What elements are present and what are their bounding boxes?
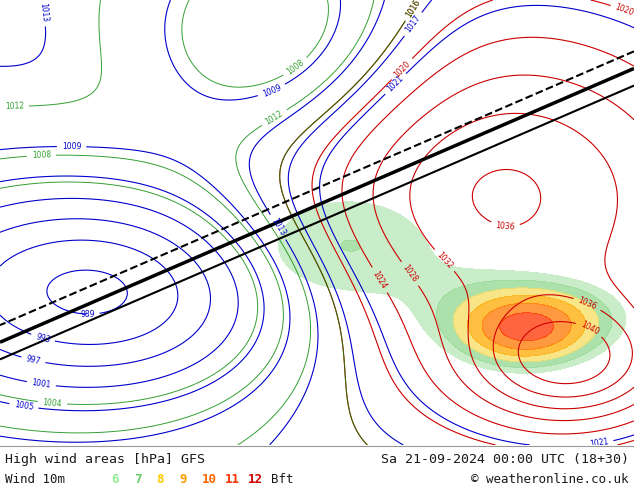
Text: 1005: 1005 bbox=[13, 400, 34, 412]
Text: 1021: 1021 bbox=[589, 438, 609, 449]
Text: 6: 6 bbox=[111, 473, 119, 487]
Text: 1028: 1028 bbox=[401, 263, 419, 284]
Text: 997: 997 bbox=[25, 354, 41, 366]
Text: 1001: 1001 bbox=[31, 378, 51, 390]
Text: Wind 10m: Wind 10m bbox=[5, 473, 65, 487]
Text: 1036: 1036 bbox=[577, 295, 598, 312]
Text: 1036: 1036 bbox=[495, 220, 515, 231]
Text: 11: 11 bbox=[225, 473, 240, 487]
Text: 1013: 1013 bbox=[39, 2, 49, 22]
Text: 1004: 1004 bbox=[42, 398, 63, 408]
Text: 1017: 1017 bbox=[404, 14, 422, 35]
Text: 8: 8 bbox=[157, 473, 164, 487]
Text: 9: 9 bbox=[179, 473, 187, 487]
Text: 12: 12 bbox=[248, 473, 263, 487]
Text: 1008: 1008 bbox=[32, 151, 51, 160]
Text: 989: 989 bbox=[80, 309, 94, 318]
Text: Sa 21-09-2024 00:00 UTC (18+30): Sa 21-09-2024 00:00 UTC (18+30) bbox=[381, 453, 629, 466]
Text: Bft: Bft bbox=[271, 473, 293, 487]
Text: 1020: 1020 bbox=[392, 59, 412, 79]
Text: 1040: 1040 bbox=[579, 320, 600, 337]
Text: 1009: 1009 bbox=[61, 142, 81, 151]
Text: 1009: 1009 bbox=[261, 83, 282, 98]
Text: High wind areas [hPa] GFS: High wind areas [hPa] GFS bbox=[5, 453, 205, 466]
Text: 7: 7 bbox=[134, 473, 141, 487]
Text: 1024: 1024 bbox=[371, 270, 389, 291]
Text: 1008: 1008 bbox=[285, 58, 306, 76]
Text: 1012: 1012 bbox=[4, 102, 24, 111]
Text: 1012: 1012 bbox=[264, 109, 285, 126]
Text: 993: 993 bbox=[35, 332, 51, 344]
Text: 10: 10 bbox=[202, 473, 217, 487]
Text: 1016: 1016 bbox=[404, 0, 422, 19]
Text: 1013: 1013 bbox=[269, 217, 287, 238]
Text: 1021: 1021 bbox=[385, 74, 406, 94]
Text: 1032: 1032 bbox=[434, 250, 454, 270]
Text: © weatheronline.co.uk: © weatheronline.co.uk bbox=[472, 473, 629, 487]
Text: 1020: 1020 bbox=[614, 3, 634, 18]
Text: 1016: 1016 bbox=[404, 0, 422, 19]
